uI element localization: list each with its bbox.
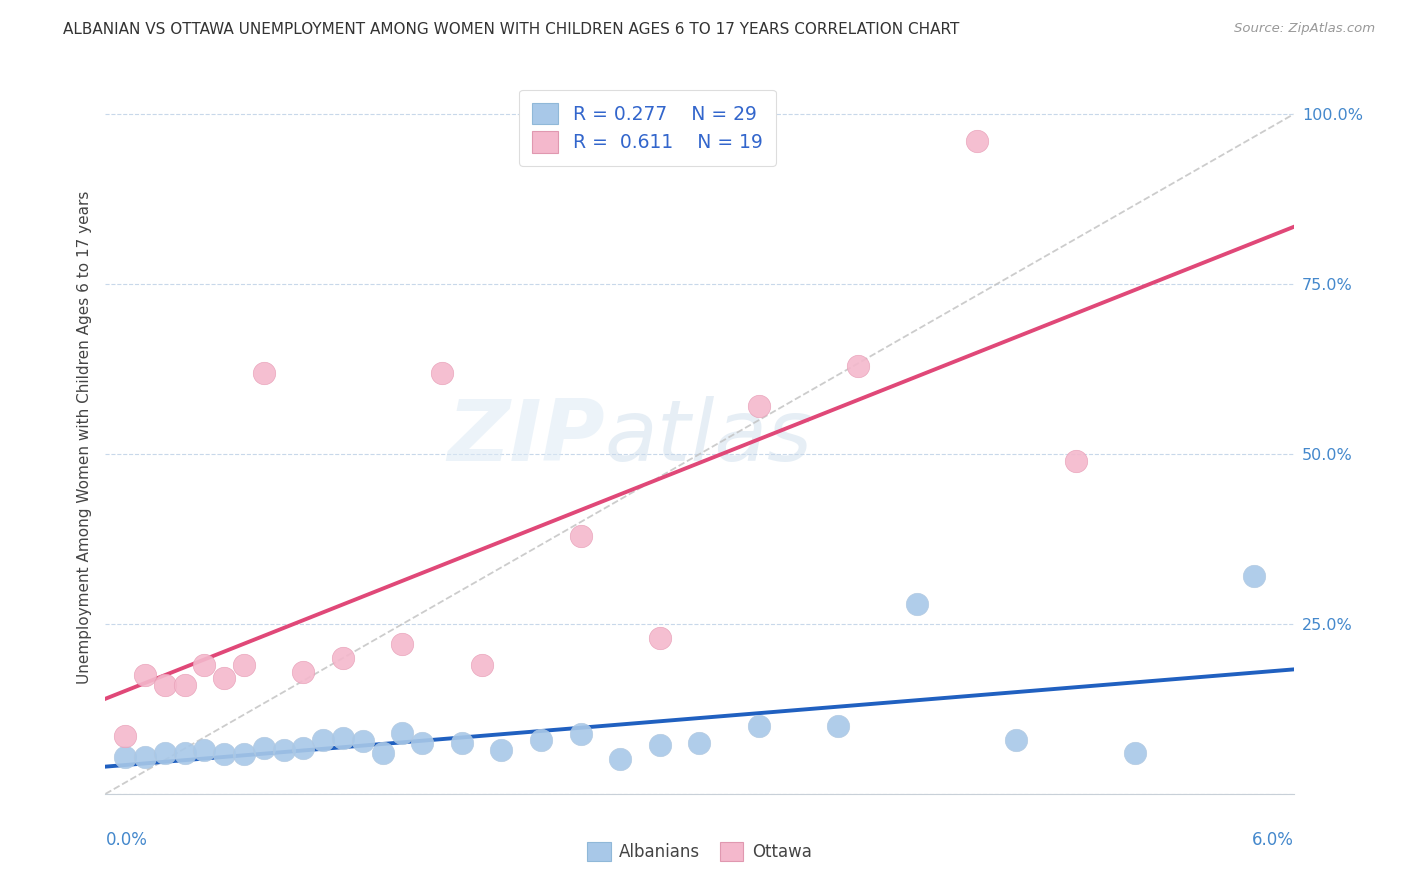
Point (1005, 732, 1028, 747)
Point (846, 359, 869, 373)
Point (569, 727, 592, 741)
Text: Source: ZipAtlas.com: Source: ZipAtlas.com (1234, 22, 1375, 36)
Legend: Albanians, Ottawa: Albanians, Ottawa (581, 835, 818, 868)
Text: 6.0%: 6.0% (1251, 831, 1294, 849)
Point (1064, 454, 1087, 468)
Point (352, 734, 374, 748)
Point (1123, 746, 1146, 760)
Point (391, 725, 413, 739)
Point (966, 135, 988, 149)
Point (233, 657, 256, 672)
Point (312, 732, 335, 747)
Point (173, 746, 195, 760)
Point (471, 657, 494, 672)
Point (648, 738, 671, 752)
Point (153, 746, 176, 760)
Point (153, 678, 176, 692)
Point (253, 366, 276, 380)
Point (371, 746, 394, 760)
Point (253, 740, 276, 755)
Point (214, 747, 236, 762)
Point (827, 719, 849, 733)
Point (332, 651, 354, 665)
Point (114, 729, 136, 743)
Point (273, 742, 295, 756)
Point (748, 400, 770, 414)
Point (411, 736, 433, 750)
Point (905, 597, 928, 611)
Text: atlas: atlas (605, 395, 813, 479)
Point (450, 736, 472, 750)
Point (193, 657, 215, 672)
Point (214, 671, 236, 685)
Point (491, 742, 513, 756)
Point (689, 736, 711, 750)
Text: 0.0%: 0.0% (105, 831, 148, 849)
Point (134, 749, 156, 764)
Point (173, 678, 195, 692)
Text: ZIP: ZIP (447, 395, 605, 479)
Point (114, 749, 136, 764)
Point (1243, 569, 1265, 583)
Text: ALBANIAN VS OTTAWA UNEMPLOYMENT AMONG WOMEN WITH CHILDREN AGES 6 TO 17 YEARS COR: ALBANIAN VS OTTAWA UNEMPLOYMENT AMONG WO… (63, 22, 960, 37)
Point (193, 742, 215, 756)
Point (292, 740, 315, 755)
Y-axis label: Unemployment Among Women with Children Ages 6 to 17 years: Unemployment Among Women with Children A… (76, 190, 91, 684)
Point (530, 732, 553, 747)
Point (134, 668, 156, 682)
Point (609, 751, 631, 765)
Point (569, 528, 592, 542)
Point (233, 747, 256, 762)
Point (430, 366, 453, 380)
Point (292, 665, 315, 679)
Point (648, 631, 671, 645)
Point (332, 731, 354, 746)
Point (748, 719, 770, 733)
Point (391, 637, 413, 651)
